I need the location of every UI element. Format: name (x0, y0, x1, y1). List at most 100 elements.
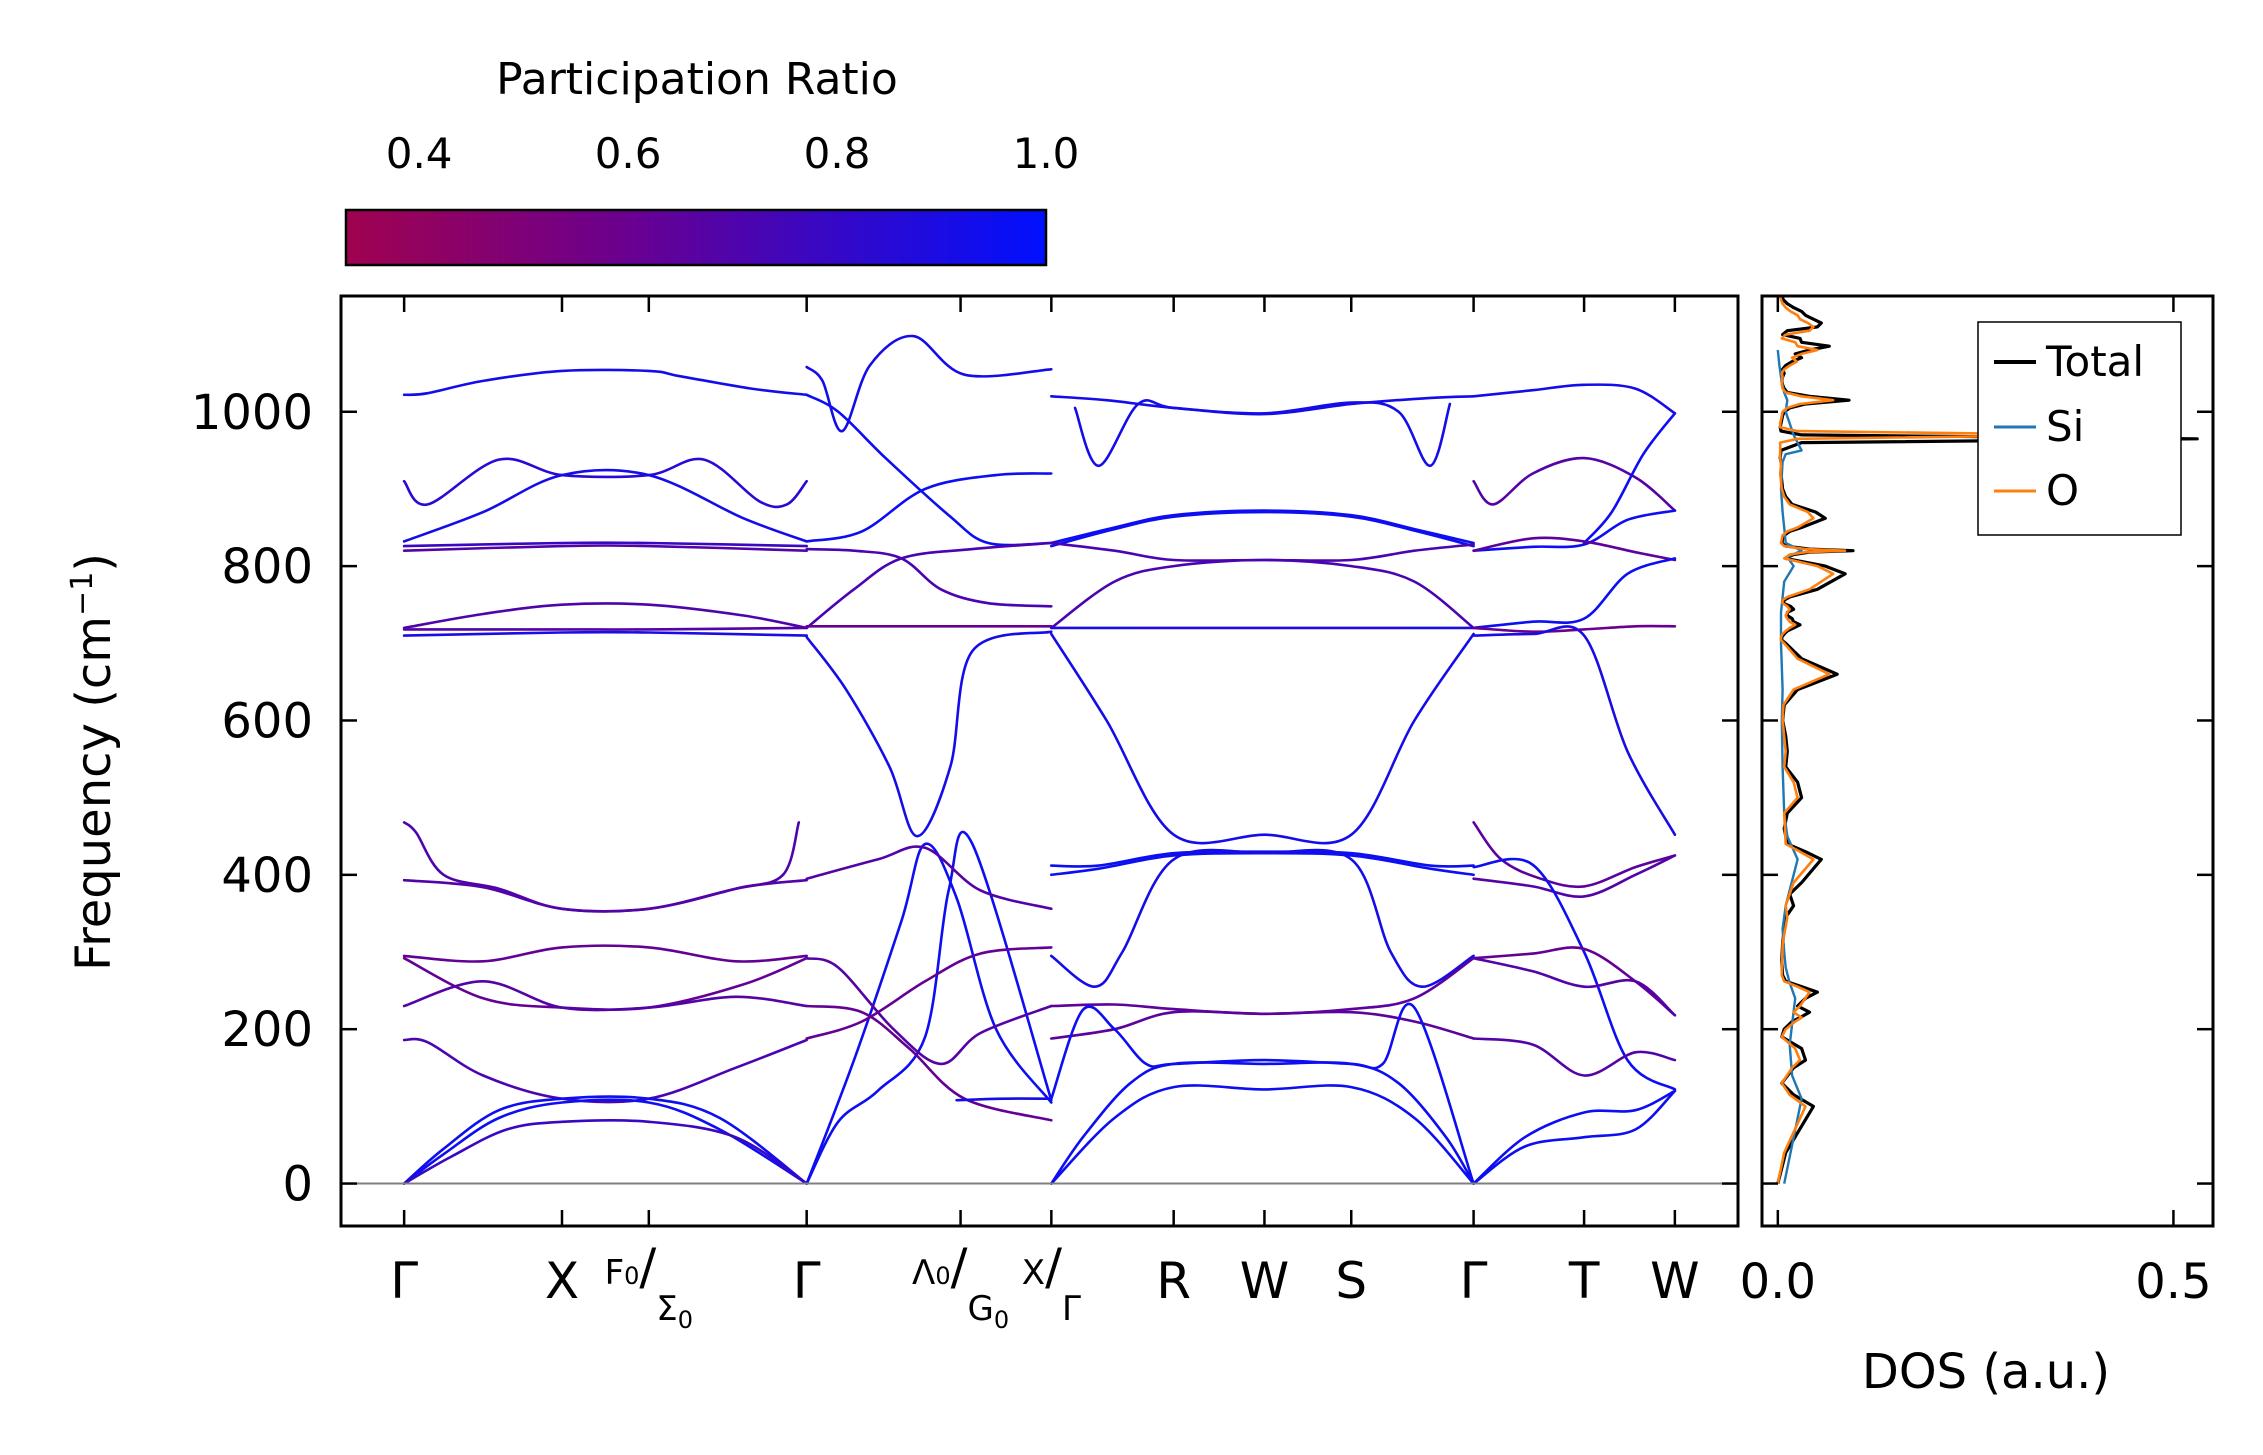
band-line-10 (402, 944, 808, 963)
y-axis-ticks: 0 200 400 600 800 1000 (191, 385, 1738, 1213)
colorbar: Participation Ratio 0.4 0.6 0.8 1.0 (344, 54, 1080, 267)
dos-x-tick-label: 0.0 (1740, 1254, 1816, 1310)
band-line-9 (402, 878, 808, 913)
dos-frame (1760, 294, 2215, 1228)
band-line-41 (1050, 848, 1475, 989)
kpoint-label: S (1335, 1252, 1367, 1310)
band-line-13 (402, 1037, 808, 1104)
kpoint-label-main: Γ (390, 1252, 418, 1310)
kpoint-label-main: Γ (1460, 1252, 1488, 1310)
kpoint-label: R (1156, 1252, 1191, 1310)
band-lines (402, 334, 1677, 1185)
band-line-26 (805, 845, 1053, 911)
y-tick-label: 1000 (191, 385, 313, 441)
band-line-45 (1050, 1084, 1475, 1185)
band-line-49 (1582, 412, 1677, 545)
band-line-12 (402, 979, 808, 1012)
band-line-61 (1472, 1089, 1677, 1185)
band-line-20 (805, 547, 1053, 608)
band-line-29 (805, 1004, 1053, 1122)
kpoint-label: Γ (390, 1252, 418, 1310)
y-tick-label: 400 (221, 848, 313, 904)
band-line-46 (1050, 1061, 1475, 1185)
dos-legend: Total Si O (1977, 321, 2182, 536)
dos-x-ticks: 0.0 0.5 (1740, 296, 2212, 1310)
band-line-59 (1472, 956, 1677, 1017)
band-line-16 (402, 1119, 808, 1185)
band-line-58 (1472, 946, 1677, 1017)
kpoint-label: X/Γ (1022, 1238, 1081, 1329)
band-line-56 (1472, 854, 1677, 898)
colorbar-tick-label: 1.0 (1013, 129, 1080, 178)
band-line-60 (1472, 1037, 1677, 1077)
band-line-23 (805, 630, 1053, 838)
dos-panel: 0.0 0.5 DOS (a.u.) Total Si O (1740, 294, 2215, 1400)
kpoint-label-part: Λ (912, 1253, 935, 1293)
band-line-39 (1050, 850, 1475, 868)
kpoint-label: Γ (1460, 1252, 1488, 1310)
kpoint-label: Γ (793, 1252, 821, 1310)
dos-x-axis-label: DOS (a.u.) (1862, 1344, 2110, 1400)
y-axis-label-sup: −1 (65, 572, 100, 616)
band-line-44 (1050, 1002, 1475, 1185)
kpoint-label: Λ0/G0 (912, 1238, 1009, 1334)
y-tick-label: 0 (282, 1157, 313, 1213)
kpoint-label-part: X (1022, 1253, 1045, 1293)
kpoint-label-main: W (1240, 1252, 1289, 1310)
dos-x-tick-label: 0.5 (2135, 1254, 2211, 1310)
band-line-38 (1050, 632, 1475, 845)
band-line-50 (1472, 509, 1677, 552)
band-line-30 (955, 1097, 1053, 1102)
kpoint-label-main: R (1156, 1252, 1191, 1310)
kpoint-label-part: Σ (656, 1289, 677, 1329)
band-line-54 (1472, 625, 1677, 836)
band-line-25 (805, 830, 1053, 1185)
kpoint-label-part: F (605, 1253, 625, 1293)
kpoint-label-sub: 0 (935, 1262, 950, 1290)
band-line-17 (805, 334, 1053, 433)
kpoint-label: F0/Σ0 (605, 1238, 693, 1334)
band-line-35 (1050, 558, 1475, 630)
legend-label-si: Si (2046, 402, 2084, 451)
kpoint-label-slash: / (951, 1238, 968, 1296)
colorbar-title: Participation Ratio (496, 54, 898, 105)
band-line-7 (402, 630, 808, 637)
kpoint-label-main: S (1335, 1252, 1367, 1310)
band-line-36 (1050, 541, 1475, 562)
band-line-6 (402, 626, 808, 631)
kpoint-label: W (1240, 1252, 1289, 1310)
band-line-0 (402, 368, 808, 397)
colorbar-tick-label: 0.8 (804, 129, 871, 178)
kpoint-label-part: G (967, 1289, 993, 1329)
band-line-4 (402, 544, 808, 552)
kpoint-label-sub: 0 (678, 1306, 693, 1334)
band-line-55 (1472, 821, 1677, 889)
band-line-1 (402, 457, 808, 509)
band-line-28 (805, 946, 1053, 1040)
band-line-21 (805, 541, 1053, 630)
y-axis-label-close: ) (66, 553, 122, 572)
dos-series-o (1776, 296, 2096, 1184)
band-line-34 (1050, 510, 1475, 548)
kpoint-label-sub: 0 (624, 1262, 639, 1290)
legend-label-total: Total (2045, 337, 2144, 386)
band-line-33 (1050, 509, 1475, 545)
colorbar-tick-label: 0.6 (595, 129, 662, 178)
band-line-53 (1472, 624, 1677, 634)
kpoint-label-main: Γ (793, 1252, 821, 1310)
y-axis-label-base: Frequency (cm (66, 616, 122, 971)
band-line-48 (1472, 456, 1677, 512)
band-line-5 (402, 602, 808, 630)
band-line-14 (402, 1095, 808, 1185)
band-line-62 (1472, 1089, 1677, 1185)
band-line-47 (1472, 383, 1677, 415)
band-line-19 (805, 472, 1053, 543)
band-line-43 (1050, 1010, 1475, 1040)
kpoint-label: W (1650, 1252, 1699, 1310)
kpoint-label-part: Γ (1062, 1289, 1081, 1329)
band-line-27 (805, 956, 1053, 1066)
band-line-31 (1050, 395, 1475, 416)
y-axis-label: Frequency (cm−1) (65, 553, 122, 971)
